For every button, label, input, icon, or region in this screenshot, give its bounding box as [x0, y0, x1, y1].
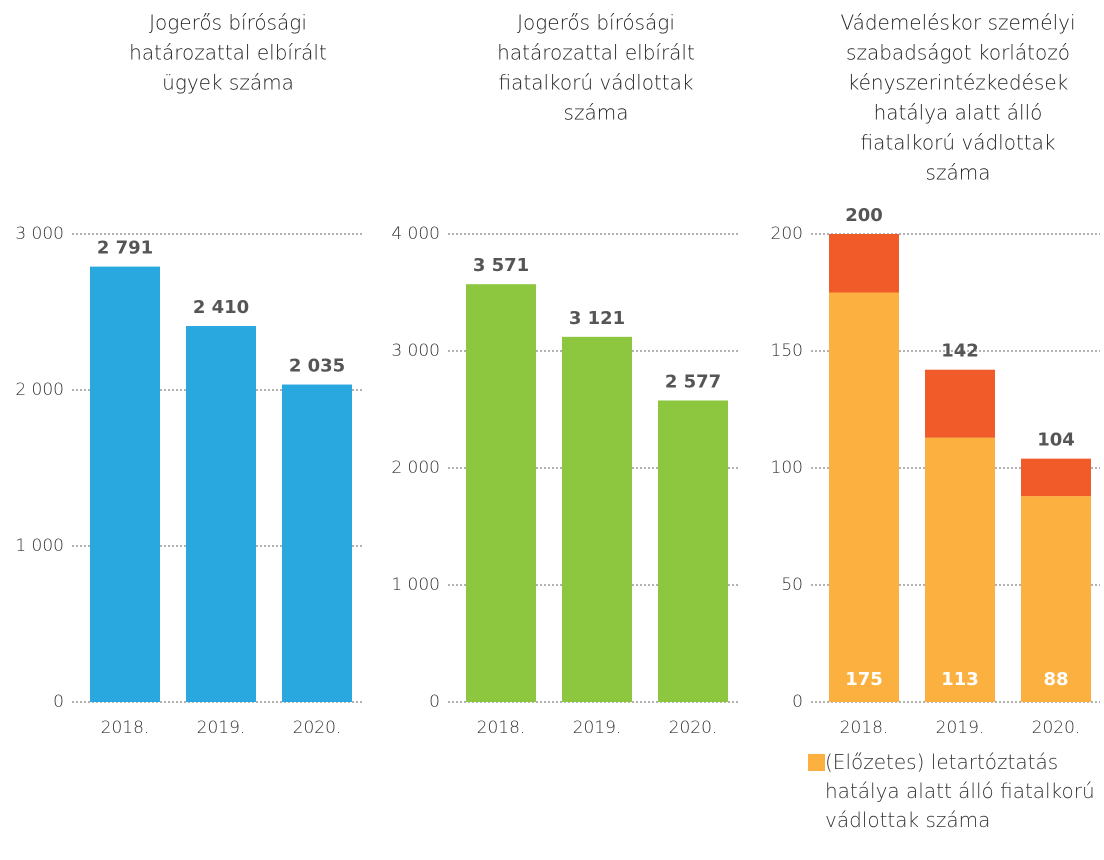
- bar: [282, 384, 352, 702]
- bar-segment: [1021, 458, 1091, 497]
- bar-segment: [925, 369, 995, 438]
- y-tick-label: 0: [429, 692, 440, 712]
- x-tick-label: 2018.: [840, 718, 889, 738]
- value-label: 2 410: [193, 297, 249, 318]
- y-tick-label: 1 000: [391, 575, 440, 595]
- bar-segment: [1021, 496, 1091, 702]
- x-tick-label: 2019.: [936, 718, 985, 738]
- x-tick-label: 2019.: [573, 718, 622, 738]
- chart-title: ügyek száma: [162, 71, 294, 95]
- value-label: 3 121: [569, 308, 625, 329]
- bar: [562, 336, 632, 702]
- legend-label: (Előzetes) letartóztatás hatálya alatt á…: [825, 750, 1095, 832]
- bar-segment: [925, 437, 995, 702]
- chart-title: Vádemeléskor személyi: [840, 11, 1075, 35]
- x-tick-label: 2020.: [669, 718, 718, 738]
- value-label: 2 035: [289, 356, 345, 377]
- y-tick-label: 3 000: [391, 341, 440, 361]
- value-label: 175: [845, 669, 883, 690]
- total-label: 142: [941, 341, 979, 362]
- legend: (Előzetes) letartóztatás hatálya alatt á…: [808, 748, 1098, 835]
- x-tick-label: 2019.: [197, 718, 246, 738]
- y-tick-label: 200: [771, 224, 803, 244]
- y-tick-label: 100: [771, 458, 803, 478]
- bar-segment: [829, 234, 899, 293]
- chart-title: száma: [926, 161, 991, 185]
- chart-title: fiatalkorú vádlottak: [499, 71, 694, 95]
- y-tick-label: 2 000: [391, 458, 440, 478]
- y-tick-label: 0: [53, 692, 64, 712]
- chart-title: szabadságot korlátozó: [846, 41, 1070, 65]
- value-label: 88: [1043, 669, 1068, 690]
- value-label: 113: [941, 669, 979, 690]
- chart-title: hatálya alatt álló: [874, 101, 1043, 125]
- legend-swatch: [808, 754, 825, 771]
- y-tick-label: 2 000: [15, 380, 64, 400]
- chart-title: száma: [564, 101, 629, 125]
- value-label: 3 571: [473, 255, 529, 276]
- x-tick-label: 2020.: [1032, 718, 1081, 738]
- y-tick-label: 1 000: [15, 536, 64, 556]
- chart-title: Jogerős bírósági: [149, 11, 307, 35]
- x-tick-label: 2018.: [101, 718, 150, 738]
- y-tick-label: 0: [792, 692, 803, 712]
- chart-title: határozattal elbírált: [497, 41, 695, 65]
- y-tick-label: 50: [781, 575, 803, 595]
- chart-title: határozattal elbírált: [129, 41, 327, 65]
- bar-segment: [829, 292, 899, 702]
- value-label: 2 577: [665, 371, 721, 392]
- y-tick-label: 4 000: [391, 224, 440, 244]
- bar: [186, 326, 256, 702]
- bar: [658, 400, 728, 702]
- y-tick-label: 3 000: [15, 224, 64, 244]
- x-tick-label: 2018.: [477, 718, 526, 738]
- chart-title: kényszerintézkedések: [848, 71, 1069, 95]
- chart-title: fiatalkorú vádlottak: [861, 131, 1056, 155]
- y-tick-label: 150: [771, 341, 803, 361]
- bar: [466, 284, 536, 702]
- value-label: 2 791: [97, 238, 153, 259]
- total-label: 200: [845, 205, 883, 226]
- total-label: 104: [1037, 430, 1075, 451]
- bar: [90, 266, 160, 702]
- x-tick-label: 2020.: [293, 718, 342, 738]
- chart-title: Jogerős bírósági: [517, 11, 675, 35]
